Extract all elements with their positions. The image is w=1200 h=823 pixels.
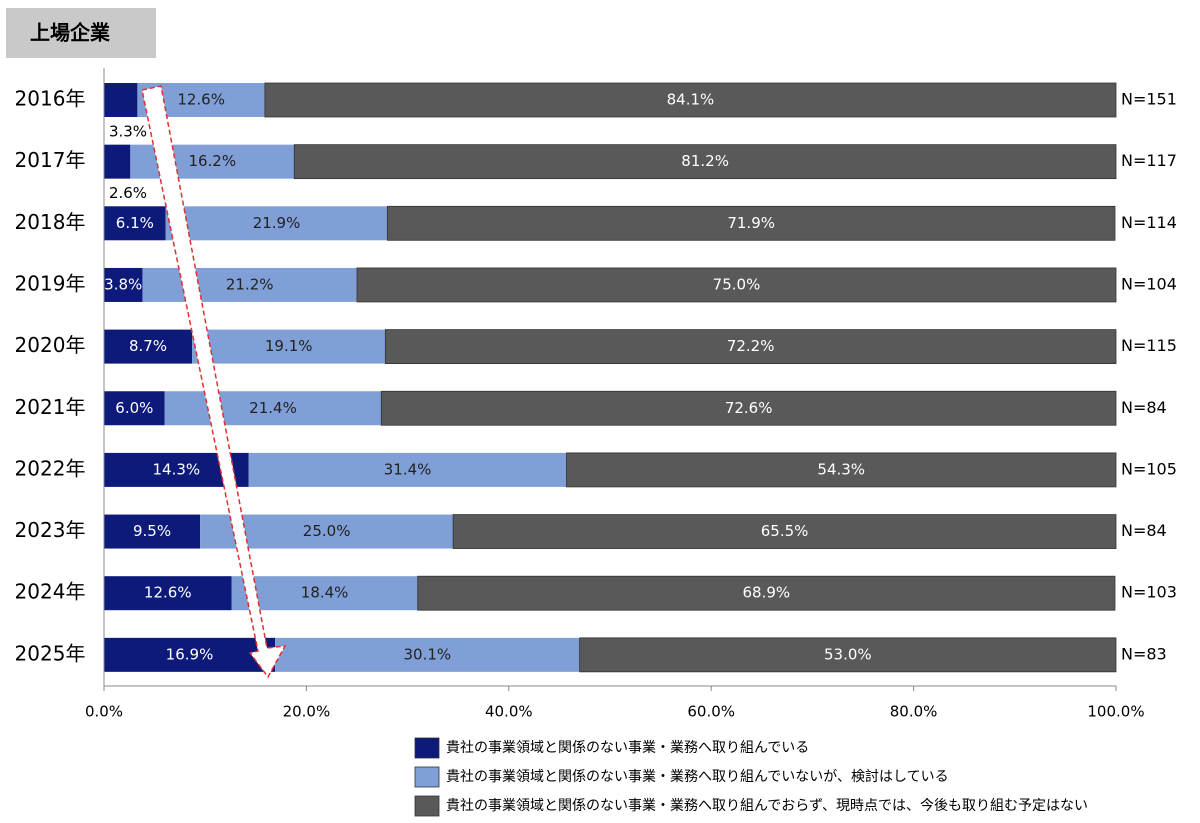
value-label: 75.0% <box>713 275 761 293</box>
value-label: 21.9% <box>253 214 301 232</box>
bar-segment <box>142 267 357 302</box>
value-label: 18.4% <box>301 584 349 602</box>
n-label: N=84 <box>1121 398 1167 417</box>
bar-segment <box>192 329 386 364</box>
y-tick-label: 2022年 <box>15 456 86 480</box>
bar-segment <box>231 576 418 611</box>
bar-segment <box>275 637 580 672</box>
value-label: 19.1% <box>265 337 313 355</box>
value-label: 71.9% <box>727 214 775 232</box>
value-label: 81.2% <box>681 152 729 170</box>
value-label: 21.2% <box>226 275 274 293</box>
plot: 2016年 N=151 3.3% 12.6% 84.1% 2017年 N=117 2.6% 16… <box>15 68 1177 817</box>
value-label: 2.6% <box>109 184 147 202</box>
bar-segment <box>104 144 131 179</box>
value-label: 30.1% <box>404 645 452 663</box>
bar-segment <box>104 206 166 241</box>
legend-swatch <box>414 766 440 788</box>
n-label: N=83 <box>1121 644 1167 663</box>
bar-segment <box>384 329 1117 365</box>
value-label: 21.4% <box>249 399 297 417</box>
value-label: 65.5% <box>761 522 809 540</box>
bar-segment <box>104 83 138 117</box>
value-label: 9.5% <box>133 522 171 540</box>
value-label: 8.7% <box>129 337 167 355</box>
bar-segment <box>104 329 193 364</box>
x-tick-label: 100.0% <box>1087 703 1144 721</box>
n-label: N=104 <box>1121 274 1177 293</box>
legend-label: 貴社の事業領域と関係のない事業・業務へ取り組んでいないが、検討はしている <box>446 768 949 785</box>
value-label: 14.3% <box>153 460 201 478</box>
bar-segment <box>356 267 1117 303</box>
title-box <box>6 8 156 58</box>
y-tick-label: 2025年 <box>15 641 86 665</box>
bar-segment <box>104 267 143 302</box>
value-label: 25.0% <box>303 522 351 540</box>
legend-swatch <box>414 795 440 817</box>
legend-swatch <box>414 737 440 759</box>
bar-segment <box>452 514 1117 549</box>
x-tick-label: 0.0% <box>85 703 123 721</box>
y-tick-label: 2016年 <box>15 87 86 111</box>
bar-segment <box>104 391 165 426</box>
n-label: N=115 <box>1121 336 1177 355</box>
bar-segment <box>386 205 1116 241</box>
x-tick-label: 80.0% <box>890 703 938 721</box>
chart-title: 上場企業 <box>30 21 111 45</box>
bar-segment <box>566 452 1117 488</box>
n-label: N=117 <box>1121 151 1177 170</box>
value-label: 6.0% <box>115 399 153 417</box>
n-label: N=105 <box>1121 459 1177 478</box>
bar-segment <box>248 452 567 487</box>
value-label: 16.2% <box>188 152 236 170</box>
x-tick-label: 40.0% <box>485 703 533 721</box>
value-label: 12.6% <box>177 91 225 109</box>
value-label: 31.4% <box>384 460 432 478</box>
value-label: 84.1% <box>667 91 715 109</box>
value-label: 6.1% <box>116 214 154 232</box>
y-tick-label: 2017年 <box>15 148 86 172</box>
value-label: 72.6% <box>725 399 773 417</box>
bar-segment <box>104 637 276 672</box>
bar-segment <box>293 144 1117 180</box>
n-label: N=84 <box>1121 521 1167 540</box>
x-tick-label: 60.0% <box>687 703 735 721</box>
bar-segment <box>104 514 201 549</box>
y-tick-label: 2023年 <box>15 518 86 542</box>
value-label: 16.9% <box>166 645 214 663</box>
n-label: N=103 <box>1121 583 1177 602</box>
y-tick-label: 2019年 <box>15 271 86 295</box>
bar-segment <box>264 82 1117 118</box>
y-tick-label: 2024年 <box>15 580 86 604</box>
value-label: 72.2% <box>727 337 775 355</box>
value-label: 3.8% <box>104 275 142 293</box>
bar-segment <box>380 390 1117 426</box>
y-tick-label: 2021年 <box>15 395 86 419</box>
bar-segment <box>104 576 232 611</box>
bar-segment <box>417 575 1116 611</box>
value-label: 54.3% <box>817 460 865 478</box>
y-tick-label: 2018年 <box>15 210 86 234</box>
value-label: 12.6% <box>144 584 192 602</box>
legend-label: 貴社の事業領域と関係のない事業・業務へ取り組んでおらず、現時点では、今後も取り組… <box>446 797 1088 814</box>
n-label: N=151 <box>1121 90 1177 109</box>
trend-arrow <box>141 85 287 679</box>
value-label: 53.0% <box>824 645 872 663</box>
bar-segment <box>579 637 1117 673</box>
x-tick-label: 20.0% <box>283 703 331 721</box>
n-label: N=114 <box>1121 213 1177 232</box>
value-label: 68.9% <box>743 584 791 602</box>
bar-segment <box>165 206 388 241</box>
value-label: 3.3% <box>109 123 147 141</box>
legend-label: 貴社の事業領域と関係のない事業・業務へ取り組んでいる <box>446 739 809 756</box>
bar-segment <box>164 391 382 426</box>
y-tick-label: 2020年 <box>15 333 86 357</box>
